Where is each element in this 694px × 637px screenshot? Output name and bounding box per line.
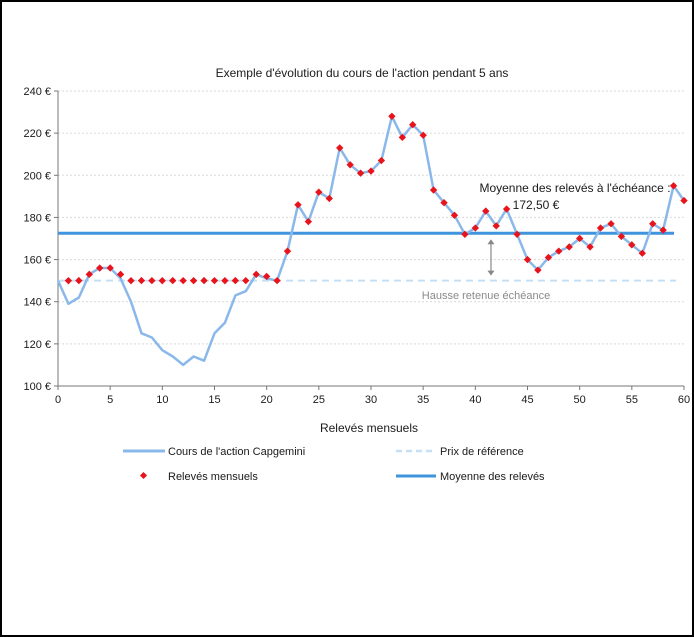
reading-marker-17	[231, 276, 240, 285]
y-tick-label-220: 220 €	[23, 128, 51, 140]
reading-marker-10	[158, 276, 166, 285]
annotations: Moyenne des relevés à l'échéance : 172,5…	[422, 181, 671, 302]
x-tick-label-0: 0	[55, 394, 61, 406]
reading-marker-19	[252, 270, 260, 279]
reading-marker-39	[461, 230, 469, 238]
reading-marker-1	[64, 276, 73, 285]
reading-marker-7	[127, 276, 135, 285]
x-tick-label-15: 15	[208, 394, 220, 406]
reading-marker-31	[377, 156, 386, 165]
legend-item-average: Moyenne des relevés	[396, 471, 545, 483]
y-tick-label-140: 140 €	[23, 297, 51, 309]
x-axis: 0 5 10 15 20 25 30 35 40 45 50 55 60	[55, 385, 690, 406]
reading-marker-26	[325, 194, 333, 203]
x-tick-label-45: 45	[521, 394, 533, 406]
legend-item-readings: Relevés mensuels	[139, 471, 258, 483]
reading-marker-28	[346, 161, 354, 169]
legend-label-readings: Relevés mensuels	[168, 471, 258, 483]
x-tick-label-5: 5	[107, 394, 113, 406]
reading-marker-18	[242, 276, 250, 285]
gridlines	[58, 90, 684, 345]
legend: Cours de l'action Capgemini Prix de réfé…	[123, 446, 545, 483]
reading-marker-50	[575, 234, 584, 243]
reading-marker-29	[356, 169, 365, 177]
reading-marker-43	[502, 205, 511, 213]
reading-marker-2	[75, 276, 83, 285]
chart-title: Exemple d'évolution du cours de l'action…	[216, 66, 509, 80]
price-series-line	[56, 115, 686, 367]
y-axis: 100 € 120 € 140 € 160 € 180 € 200 € 220 € 240 €	[23, 86, 59, 393]
price-series	[56, 115, 686, 367]
x-tick-label-25: 25	[313, 394, 325, 406]
reading-marker-9	[148, 276, 156, 285]
reading-marker-34	[409, 121, 417, 129]
reading-marker-60	[680, 196, 688, 205]
reading-marker-30	[367, 167, 375, 175]
y-tick-label-200: 200 €	[23, 170, 51, 182]
reading-marker-32	[388, 112, 396, 120]
legend-label-reference: Prix de référence	[440, 446, 524, 458]
reading-marker-37	[440, 199, 448, 207]
x-tick-label-40: 40	[469, 394, 481, 406]
hausse-label: Hausse retenue échéance	[422, 290, 550, 302]
reading-marker-44	[513, 230, 521, 238]
reading-marker-21	[273, 276, 281, 285]
legend-item-reference: Prix de référence	[396, 446, 524, 458]
double-arrow-icon	[487, 239, 495, 276]
reading-marker-13	[189, 276, 198, 285]
x-tick-label-50: 50	[574, 394, 586, 406]
reading-marker-24	[304, 217, 313, 226]
reading-marker-4	[96, 264, 104, 272]
arrow-head-up	[487, 239, 495, 245]
reading-marker-38	[450, 211, 459, 219]
legend-item-price: Cours de l'action Capgemini	[123, 446, 305, 458]
reading-marker-27	[336, 144, 344, 152]
x-tick-label-10: 10	[156, 394, 168, 406]
reading-marker-58	[659, 226, 667, 234]
x-tick-label-30: 30	[365, 394, 377, 406]
y-tick-label-240: 240 €	[23, 86, 51, 98]
reading-marker-49	[565, 243, 573, 251]
reading-marker-6	[116, 270, 125, 278]
reading-marker-15	[210, 276, 219, 285]
x-axis-label: Relevés mensuels	[320, 421, 418, 435]
x-tick-label-55: 55	[626, 394, 638, 406]
reading-marker-51	[586, 243, 594, 251]
reading-marker-8	[137, 276, 146, 285]
legend-swatch-readings	[139, 471, 148, 480]
reading-marker-23	[294, 201, 302, 209]
reading-marker-22	[283, 247, 292, 255]
reading-marker-12	[179, 276, 187, 285]
arrow-head-down	[487, 270, 495, 276]
legend-label-average: Moyenne des relevés	[440, 471, 545, 483]
reading-marker-40	[471, 224, 480, 232]
monthly-readings	[64, 112, 688, 285]
reading-marker-16	[221, 276, 229, 285]
average-value: 172,50 €	[513, 198, 560, 212]
reading-marker-47	[544, 253, 553, 262]
y-tick-label-100: 100 €	[23, 381, 51, 393]
y-tick-label-120: 120 €	[23, 339, 51, 351]
reading-marker-14	[200, 276, 208, 285]
legend-label-price: Cours de l'action Capgemini	[168, 446, 305, 458]
average-label: Moyenne des relevés à l'échéance :	[479, 181, 670, 195]
x-tick-label-20: 20	[261, 394, 273, 406]
y-tick-label-180: 180 €	[23, 212, 51, 224]
reading-marker-20	[262, 272, 271, 281]
reading-marker-56	[638, 249, 646, 257]
y-tick-label-160: 160 €	[23, 255, 51, 267]
reading-marker-41	[482, 207, 490, 215]
x-tick-label-35: 35	[417, 394, 429, 406]
reading-marker-11	[169, 276, 177, 285]
x-tick-label-60: 60	[678, 394, 690, 406]
reading-marker-25	[315, 188, 323, 196]
reading-marker-45	[523, 255, 532, 264]
reading-marker-42	[492, 222, 500, 230]
